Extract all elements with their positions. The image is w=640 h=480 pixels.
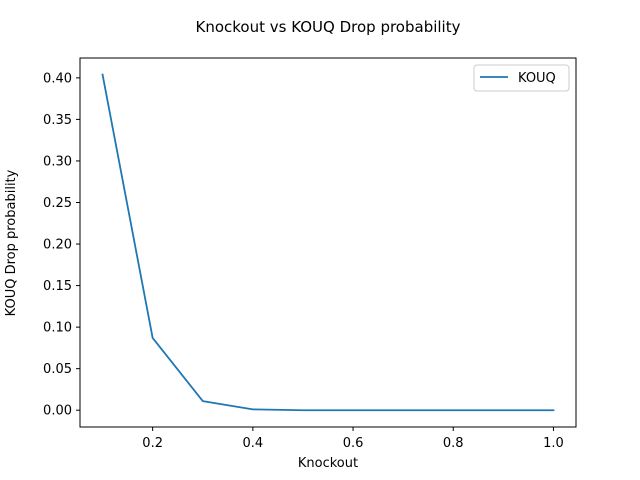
legend: KOUQ [473,64,570,92]
x-tick-label: 0.2 [142,436,163,451]
y-tick-label: 0.15 [43,279,72,294]
y-tick-label: 0.05 [43,362,72,377]
series-line-kouq [101,73,555,412]
legend-box [473,64,570,92]
y-axis-label: KOUQ Drop probability [4,169,19,316]
y-axis: 0.00 0.05 0.10 0.15 0.20 0.25 0.30 0.35 0.40 [43,71,80,419]
y-tick-label: 0.20 [43,238,72,253]
x-axis-label: Knockout [298,456,358,471]
legend-label-kouq: KOUQ [518,71,556,86]
x-tick-label: 0.4 [243,436,264,451]
y-tick-label: 0.30 [43,154,72,169]
x-tick-label: 1.0 [543,436,564,451]
y-tick-label: 0.10 [43,321,72,336]
x-axis: 0.2 0.4 0.6 0.8 1.0 [142,427,564,451]
y-tick-label: 0.25 [43,196,72,211]
y-tick-label: 0.35 [43,113,72,128]
x-tick-label: 0.6 [343,436,364,451]
plot-frame [79,57,577,428]
y-tick-label: 0.00 [43,404,72,419]
y-tick-label: 0.40 [43,71,72,86]
x-tick-label: 0.8 [443,436,464,451]
plot-area [101,73,555,412]
chart-title: Knockout vs KOUQ Drop probability [196,18,461,36]
